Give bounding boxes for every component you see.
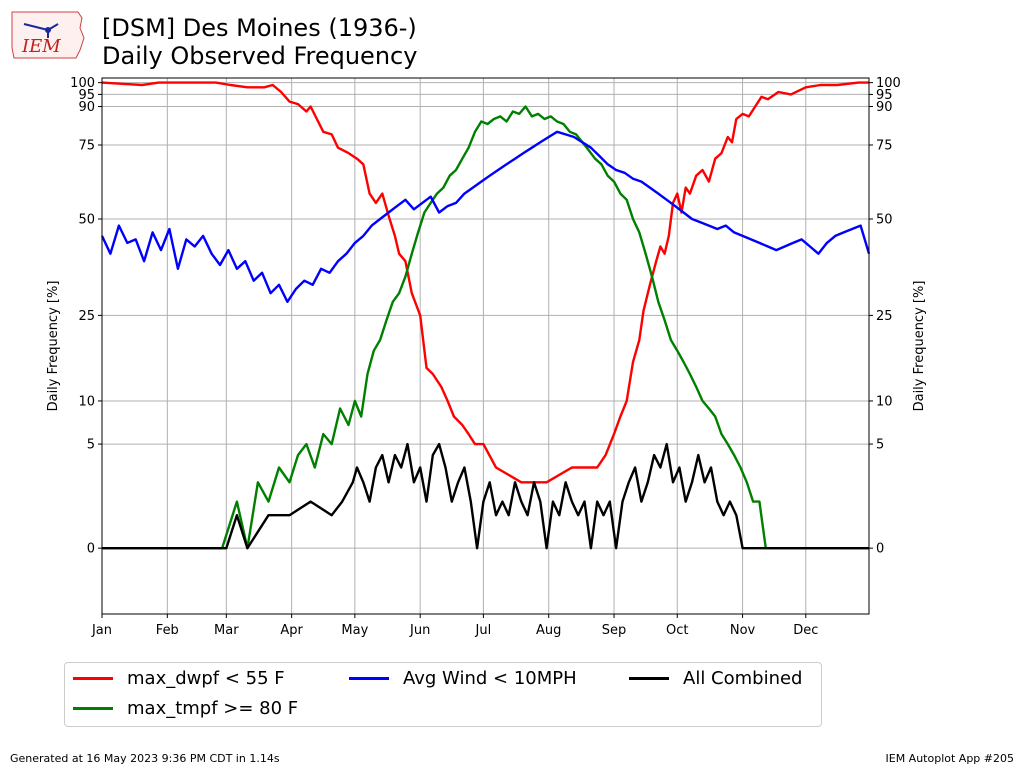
- y-tick-label-left: 95: [78, 88, 95, 103]
- legend-swatch-avg-wind: [349, 677, 389, 680]
- legend-label-max-dwpf: max_dwpf < 55 F: [127, 668, 285, 689]
- footer-generated-text: Generated at 16 May 2023 9:36 PM CDT in …: [10, 752, 280, 765]
- x-tick-label: Jul: [475, 623, 492, 638]
- legend-item-max-tmpf: max_tmpf >= 80 F: [73, 698, 298, 719]
- y-tick-label-right: 75: [876, 139, 893, 154]
- x-tick-label: Apr: [280, 623, 303, 638]
- legend-item-max-dwpf: max_dwpf < 55 F: [73, 668, 285, 689]
- iem-logo: IEM: [11, 11, 85, 59]
- x-tick-label: Oct: [666, 623, 688, 638]
- y-tick-label-left: 100: [70, 76, 95, 91]
- legend-swatch-max-tmpf: [73, 707, 113, 710]
- legend-swatch-max-dwpf: [73, 677, 113, 680]
- legend-label-all-combined: All Combined: [683, 668, 803, 689]
- y-tick-label-right: 95: [876, 88, 893, 103]
- y-tick-label-left: 90: [78, 100, 95, 115]
- y-tick-label-left: 10: [78, 394, 95, 409]
- legend-label-max-tmpf: max_tmpf >= 80 F: [127, 698, 299, 719]
- x-tick-label: Jun: [409, 623, 430, 638]
- series-line-max_tmpf: [102, 105, 869, 550]
- x-tick-label: Feb: [156, 623, 179, 638]
- y-axis-label-right: Daily Frequency [%]: [912, 281, 927, 412]
- series-line-combined: [102, 442, 869, 550]
- legend-swatch-all-combined: [629, 677, 669, 680]
- y-tick-label-right: 10: [876, 394, 893, 409]
- y-tick-label-left: 25: [78, 309, 95, 324]
- x-tick-label: Sep: [602, 623, 627, 638]
- y-tick-label-right: 50: [876, 212, 893, 227]
- chart-legend: max_dwpf < 55 F Avg Wind < 10MPH All Com…: [64, 662, 822, 727]
- y-tick-label-left: 50: [78, 212, 95, 227]
- y-tick-label-left: 5: [87, 438, 95, 453]
- footer-app-text: IEM Autoplot App #205: [885, 752, 1015, 765]
- legend-item-all-combined: All Combined: [629, 668, 803, 689]
- series-line-max_dwpf: [101, 81, 869, 484]
- svg-text:IEM: IEM: [21, 36, 61, 57]
- x-tick-label: Nov: [730, 623, 756, 638]
- x-tick-label: Mar: [214, 623, 239, 638]
- chart-title-line-2: Daily Observed Frequency: [102, 42, 418, 70]
- y-tick-label-left: 0: [87, 542, 95, 557]
- series-line-avg_wind: [100, 130, 871, 303]
- plot-frame: [101, 77, 870, 615]
- y-tick-label-right: 0: [876, 542, 884, 557]
- x-tick-label: Dec: [793, 623, 818, 638]
- y-tick-label-right: 90: [876, 100, 893, 115]
- y-tick-label-right: 5: [876, 438, 884, 453]
- y-tick-label-left: 75: [78, 139, 95, 154]
- legend-item-avg-wind: Avg Wind < 10MPH: [349, 668, 577, 689]
- x-tick-label: Jan: [91, 623, 112, 638]
- y-tick-label-right: 25: [876, 309, 893, 324]
- y-axis-label-left: Daily Frequency [%]: [46, 281, 61, 412]
- legend-label-avg-wind: Avg Wind < 10MPH: [403, 668, 577, 689]
- x-tick-label: May: [341, 623, 368, 638]
- chart-title-line-1: [DSM] Des Moines (1936-): [102, 14, 417, 42]
- x-tick-label: Aug: [536, 623, 561, 638]
- y-tick-label-right: 100: [876, 76, 901, 91]
